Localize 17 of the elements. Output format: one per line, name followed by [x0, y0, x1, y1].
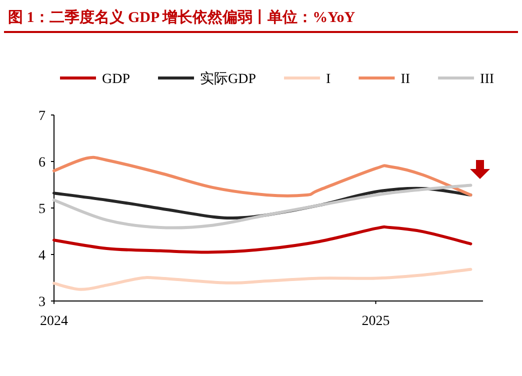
- y-tick-label: 6: [38, 156, 46, 170]
- chart-title: 图 1：二季度名义 GDP 增长依然偏弱丨单位：%YoY: [8, 8, 356, 26]
- legend-label: I: [326, 72, 332, 87]
- y-tick-label: 7: [38, 109, 46, 124]
- line-series: [52, 225, 472, 254]
- legend-label: GDP: [102, 72, 130, 87]
- legend-label: III: [480, 72, 494, 87]
- y-tick-label: 4: [38, 248, 46, 264]
- line-series: [52, 156, 472, 198]
- x-tick-label: 2024: [40, 314, 68, 329]
- y-tick-label: 3: [38, 295, 46, 310]
- legend-label: II: [400, 72, 410, 87]
- y-tick-label: 5: [38, 202, 46, 217]
- line-series: [52, 268, 472, 291]
- x-tick-label: 2025: [362, 314, 390, 329]
- legend-label: 实际GDP: [200, 71, 256, 87]
- line-series: [52, 184, 472, 230]
